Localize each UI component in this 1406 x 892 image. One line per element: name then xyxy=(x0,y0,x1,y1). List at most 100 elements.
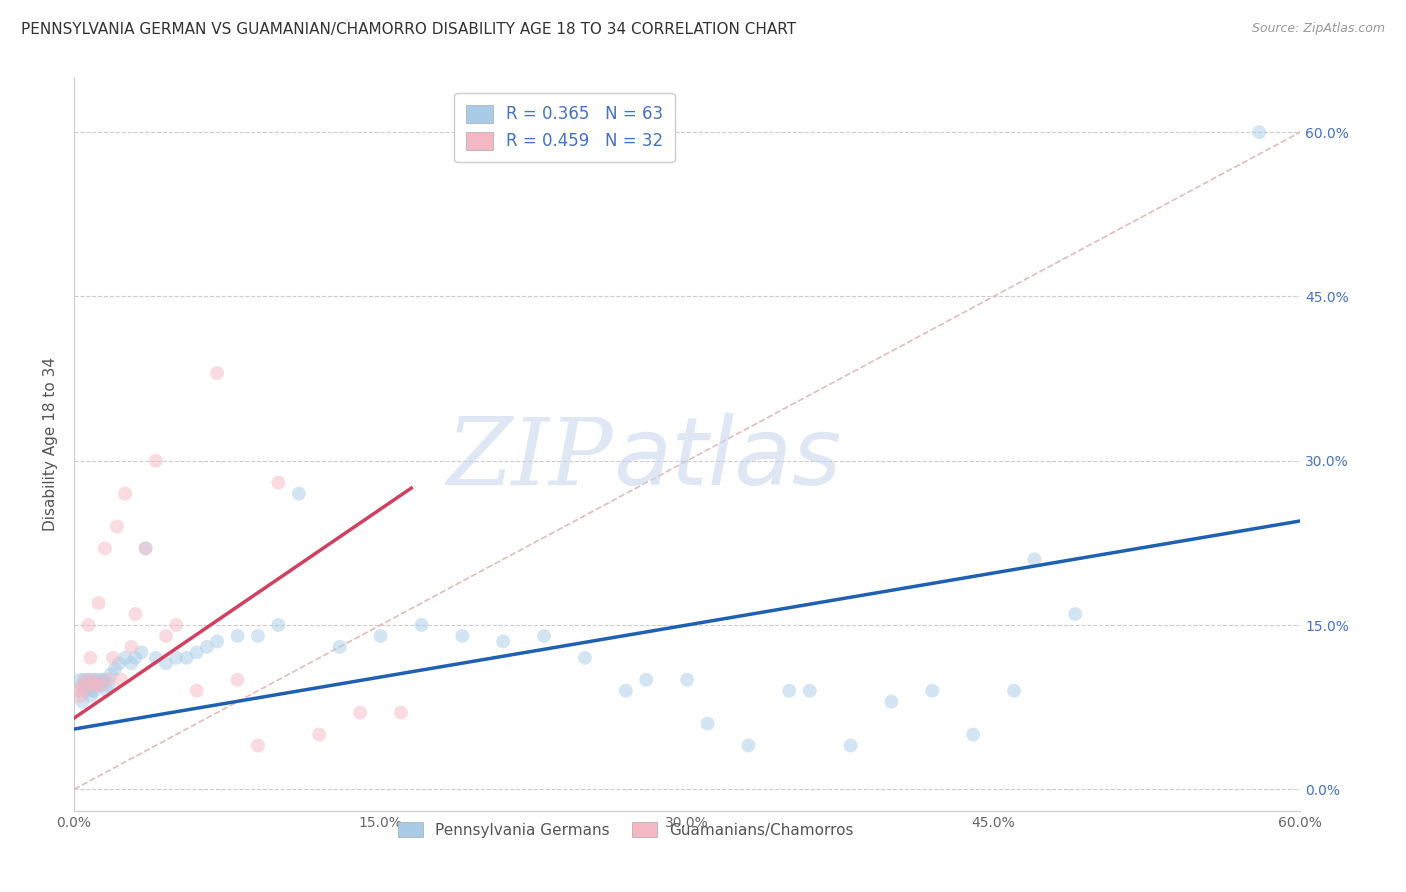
Point xyxy=(83,673,105,687)
Point xyxy=(96,683,118,698)
Point xyxy=(104,662,127,676)
Text: ZIP: ZIP xyxy=(447,414,613,504)
Point xyxy=(135,541,157,556)
Point xyxy=(205,634,228,648)
Point xyxy=(778,683,800,698)
Point xyxy=(90,678,112,692)
Point xyxy=(1024,552,1046,566)
Point xyxy=(246,629,269,643)
Point xyxy=(962,727,984,741)
Point xyxy=(799,683,821,698)
Point xyxy=(87,673,110,687)
Point xyxy=(77,673,100,687)
Point xyxy=(73,673,96,687)
Point xyxy=(267,618,290,632)
Point xyxy=(614,683,637,698)
Point xyxy=(73,683,96,698)
Point xyxy=(86,678,108,692)
Point xyxy=(165,618,187,632)
Point xyxy=(124,651,146,665)
Point xyxy=(921,683,943,698)
Point xyxy=(124,607,146,621)
Point xyxy=(77,678,100,692)
Point xyxy=(308,727,330,741)
Point xyxy=(246,739,269,753)
Point xyxy=(135,541,157,556)
Point xyxy=(100,667,122,681)
Point xyxy=(839,739,862,753)
Text: atlas: atlas xyxy=(613,414,842,505)
Point xyxy=(226,629,249,643)
Point xyxy=(97,673,120,687)
Point xyxy=(72,678,94,692)
Point xyxy=(110,673,132,687)
Text: PENNSYLVANIA GERMAN VS GUAMANIAN/CHAMORRO DISABILITY AGE 18 TO 34 CORRELATION CH: PENNSYLVANIA GERMAN VS GUAMANIAN/CHAMORR… xyxy=(21,22,796,37)
Point xyxy=(82,678,104,692)
Point xyxy=(86,678,108,692)
Point xyxy=(75,683,97,698)
Point xyxy=(69,689,91,703)
Point xyxy=(533,629,555,643)
Point xyxy=(83,673,105,687)
Point xyxy=(108,657,131,671)
Point xyxy=(329,640,352,654)
Point xyxy=(67,683,90,698)
Point xyxy=(79,673,101,687)
Point xyxy=(186,683,208,698)
Point xyxy=(145,454,167,468)
Point xyxy=(696,716,718,731)
Point xyxy=(636,673,658,687)
Point xyxy=(120,657,142,671)
Point xyxy=(574,651,596,665)
Point xyxy=(195,640,218,654)
Point xyxy=(72,678,94,692)
Point xyxy=(186,645,208,659)
Point xyxy=(91,673,114,687)
Point xyxy=(1002,683,1025,698)
Point xyxy=(145,651,167,665)
Point xyxy=(1064,607,1087,621)
Point xyxy=(83,683,105,698)
Y-axis label: Disability Age 18 to 34: Disability Age 18 to 34 xyxy=(44,358,58,532)
Point xyxy=(737,739,759,753)
Text: Source: ZipAtlas.com: Source: ZipAtlas.com xyxy=(1251,22,1385,36)
Point xyxy=(205,366,228,380)
Point xyxy=(120,640,142,654)
Point xyxy=(411,618,433,632)
Point xyxy=(155,657,177,671)
Point xyxy=(97,678,120,692)
Point xyxy=(72,695,94,709)
Point xyxy=(267,475,290,490)
Point xyxy=(131,645,153,659)
Legend: Pennsylvania Germans, Guamanians/Chamorros: Pennsylvania Germans, Guamanians/Chamorr… xyxy=(392,816,859,844)
Point xyxy=(451,629,474,643)
Point xyxy=(389,706,412,720)
Point xyxy=(155,629,177,643)
Point xyxy=(114,651,136,665)
Point xyxy=(1249,125,1271,139)
Point xyxy=(67,683,90,698)
Point xyxy=(676,673,699,687)
Point xyxy=(105,519,128,533)
Point xyxy=(101,651,124,665)
Point xyxy=(880,695,903,709)
Point xyxy=(176,651,198,665)
Point xyxy=(73,683,96,698)
Point xyxy=(75,673,97,687)
Point xyxy=(82,683,104,698)
Point xyxy=(79,651,101,665)
Point xyxy=(226,673,249,687)
Point xyxy=(93,541,115,556)
Point xyxy=(114,486,136,500)
Point xyxy=(69,673,91,687)
Point xyxy=(349,706,371,720)
Point xyxy=(165,651,187,665)
Point xyxy=(79,689,101,703)
Point xyxy=(90,678,112,692)
Point xyxy=(492,634,515,648)
Point xyxy=(370,629,392,643)
Point xyxy=(77,618,100,632)
Point xyxy=(87,596,110,610)
Point xyxy=(288,486,311,500)
Point xyxy=(93,673,115,687)
